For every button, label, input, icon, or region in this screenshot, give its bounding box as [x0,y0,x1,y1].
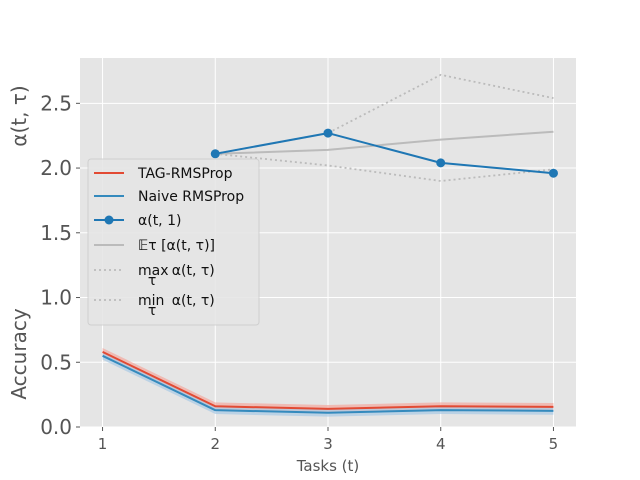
x-tick-label: 1 [98,435,108,453]
legend-label: min [138,293,164,309]
legend-label-subscript: τ [148,303,156,319]
legend: TAG-RMSProp Naive RMSProp α(t, 1) 𝔼τ [α(t, … [87,158,260,326]
series-marker-alpha-t1 [436,158,446,168]
series-line-1 [102,354,554,414]
y-tick-label: 2.5 [40,91,72,115]
legend-label: Naive RMSProp [138,189,244,205]
legend-swatch-marker [104,215,114,225]
legend-label: TAG-RMSProp [137,166,233,182]
y-axis-label-bottom: Accuracy [7,308,31,399]
legend-label: max [138,263,169,279]
legend-label: 𝔼τ [α(t, τ)] [138,238,215,254]
series-lines [102,73,558,414]
series-line-5 [215,152,554,182]
x-tick-label: 5 [549,435,559,453]
series-marker-alpha-t1 [548,168,558,178]
legend-label: α(t, 1) [138,213,181,229]
legend-label-suffix: α(t, τ) [172,263,215,279]
x-ticks: 1 2 3 4 5 [98,427,558,453]
y-ticks: 0.0 0.5 1.0 1.5 2.0 2.5 [40,91,80,439]
series-marker-alpha-t1 [210,149,220,159]
series-line-0 [102,351,554,410]
y-tick-label: 1.0 [40,286,72,310]
x-axis-label: Tasks (t) [296,457,360,475]
y-tick-label: 0.0 [40,415,72,439]
y-axis-label-top: α(t, τ) [7,85,31,146]
y-tick-label: 2.0 [40,156,72,180]
legend-label-subscript: τ [148,273,156,289]
x-tick-label: 4 [436,435,446,453]
series-line-3 [215,130,554,155]
y-tick-label: 0.5 [40,350,72,374]
series-line-2 [215,132,554,175]
x-tick-label: 3 [323,435,333,453]
legend-box [87,158,260,326]
y-tick-label: 1.5 [40,221,72,245]
x-tick-label: 2 [210,435,220,453]
legend-label-suffix: α(t, τ) [172,293,215,309]
series-marker-alpha-t1 [323,128,333,138]
